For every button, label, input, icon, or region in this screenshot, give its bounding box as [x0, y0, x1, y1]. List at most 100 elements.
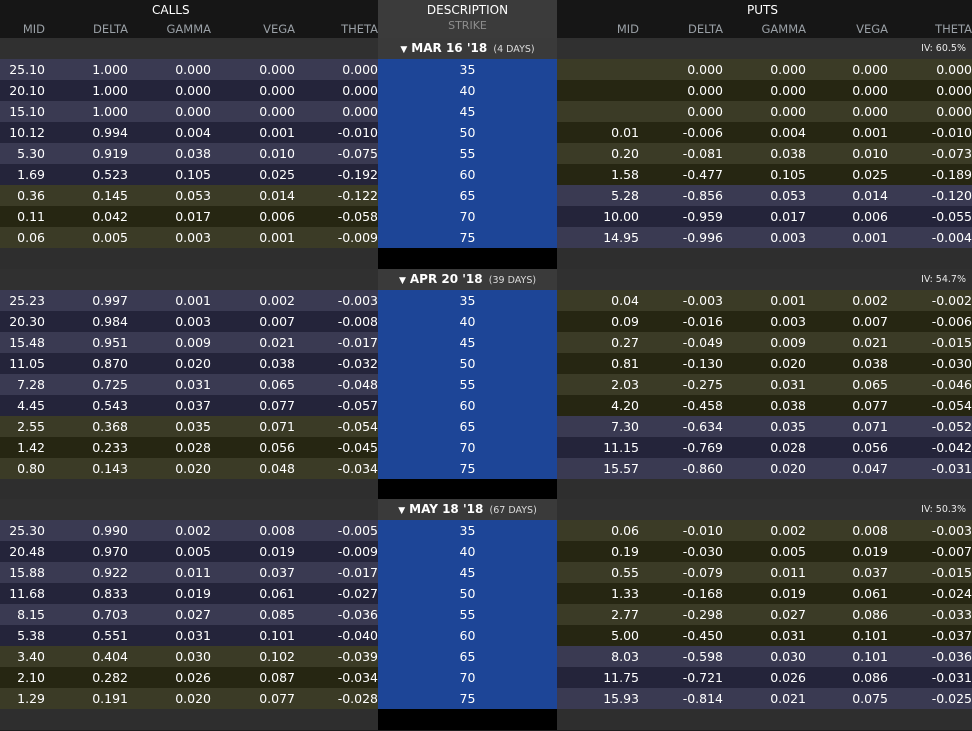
- call-mid[interactable]: 1.69: [17, 167, 45, 182]
- strike-header[interactable]: STRIKE: [448, 19, 487, 32]
- call-delta[interactable]: 0.005: [92, 230, 128, 245]
- call-theta[interactable]: -0.075: [337, 146, 378, 161]
- call-vega[interactable]: 0.085: [259, 607, 295, 622]
- strike-price[interactable]: 50: [378, 583, 557, 604]
- put-side[interactable]: [557, 688, 972, 709]
- put-theta[interactable]: -0.006: [931, 314, 972, 329]
- put-gamma[interactable]: 0.031: [770, 377, 806, 392]
- put-theta[interactable]: -0.189: [931, 167, 972, 182]
- put-gamma[interactable]: 0.030: [770, 649, 806, 664]
- call-gamma[interactable]: 0.009: [175, 335, 211, 350]
- call-gamma[interactable]: 0.000: [175, 83, 211, 98]
- call-theta[interactable]: -0.017: [337, 565, 378, 580]
- put-delta[interactable]: -0.079: [682, 565, 723, 580]
- call-delta[interactable]: 0.703: [92, 607, 128, 622]
- call-side[interactable]: [0, 59, 378, 80]
- call-mid[interactable]: 15.88: [9, 565, 45, 580]
- put-vega[interactable]: 0.075: [852, 691, 888, 706]
- put-gamma[interactable]: 0.020: [770, 461, 806, 476]
- call-vega[interactable]: 0.071: [259, 419, 295, 434]
- option-row[interactable]: 3.40 0.404 0.030 0.102 -0.039 65 8.03 -0.598 0.0…: [0, 646, 972, 667]
- put-side[interactable]: [557, 458, 972, 479]
- call-gamma[interactable]: 0.020: [175, 691, 211, 706]
- strike-price[interactable]: 35: [378, 520, 557, 541]
- strike-price[interactable]: 75: [378, 458, 557, 479]
- call-vega[interactable]: 0.077: [259, 691, 295, 706]
- call-gamma[interactable]: 0.028: [175, 440, 211, 455]
- call-gamma[interactable]: 0.004: [175, 125, 211, 140]
- put-theta[interactable]: -0.024: [931, 586, 972, 601]
- call-theta[interactable]: -0.057: [337, 398, 378, 413]
- put-gamma[interactable]: 0.001: [770, 293, 806, 308]
- put-mid[interactable]: 0.19: [611, 544, 639, 559]
- call-vega[interactable]: 0.000: [259, 83, 295, 98]
- put-vega[interactable]: 0.000: [852, 104, 888, 119]
- call-gamma[interactable]: 0.037: [175, 398, 211, 413]
- expiration-header[interactable]: ▼ APR 20 '18 (39 DAYS): [378, 269, 557, 290]
- put-gamma[interactable]: 0.003: [770, 230, 806, 245]
- put-delta[interactable]: -0.856: [682, 188, 723, 203]
- option-row[interactable]: 25.10 1.000 0.000 0.000 0.000 35 0.000 0.000 0.0…: [0, 59, 972, 80]
- calls-col-mid[interactable]: MID: [22, 22, 45, 36]
- call-mid[interactable]: 2.10: [17, 670, 45, 685]
- put-vega[interactable]: 0.019: [852, 544, 888, 559]
- call-mid[interactable]: 4.45: [17, 398, 45, 413]
- put-delta[interactable]: -0.769: [682, 440, 723, 455]
- put-side[interactable]: [557, 667, 972, 688]
- call-vega[interactable]: 0.056: [259, 440, 295, 455]
- strike-price[interactable]: 35: [378, 59, 557, 80]
- strike-price[interactable]: 35: [378, 290, 557, 311]
- collapse-triangle-icon[interactable]: ▼: [398, 506, 406, 516]
- option-row[interactable]: 0.36 0.145 0.053 0.014 -0.122 65 5.28 -0.856 0.0…: [0, 185, 972, 206]
- put-delta[interactable]: 0.000: [687, 83, 723, 98]
- put-side[interactable]: [557, 122, 972, 143]
- put-delta[interactable]: -0.634: [682, 419, 723, 434]
- call-vega[interactable]: 0.006: [259, 209, 295, 224]
- call-gamma[interactable]: 0.019: [175, 586, 211, 601]
- put-mid[interactable]: 7.30: [611, 419, 639, 434]
- option-row[interactable]: 10.12 0.994 0.004 0.001 -0.010 50 0.01 -0.006 0.…: [0, 122, 972, 143]
- call-side[interactable]: [0, 395, 378, 416]
- put-mid[interactable]: 5.00: [611, 628, 639, 643]
- put-side[interactable]: [557, 583, 972, 604]
- put-side[interactable]: [557, 143, 972, 164]
- call-mid[interactable]: 25.30: [9, 523, 45, 538]
- strike-price[interactable]: 75: [378, 227, 557, 248]
- call-side[interactable]: [0, 604, 378, 625]
- call-vega[interactable]: 0.019: [259, 544, 295, 559]
- put-mid[interactable]: 0.20: [611, 146, 639, 161]
- call-side[interactable]: [0, 185, 378, 206]
- call-side[interactable]: [0, 227, 378, 248]
- put-delta[interactable]: -0.959: [682, 209, 723, 224]
- put-delta[interactable]: -0.016: [682, 314, 723, 329]
- call-side[interactable]: [0, 80, 378, 101]
- put-side[interactable]: [557, 625, 972, 646]
- call-vega[interactable]: 0.021: [259, 335, 295, 350]
- puts-col-delta[interactable]: DELTA: [688, 22, 723, 36]
- call-vega[interactable]: 0.007: [259, 314, 295, 329]
- put-delta[interactable]: -0.450: [682, 628, 723, 643]
- strike-price[interactable]: 60: [378, 625, 557, 646]
- call-delta[interactable]: 1.000: [92, 83, 128, 98]
- put-gamma[interactable]: 0.021: [770, 691, 806, 706]
- option-row[interactable]: 0.80 0.143 0.020 0.048 -0.034 75 15.57 -0.860 0.…: [0, 458, 972, 479]
- put-delta[interactable]: -0.168: [682, 586, 723, 601]
- strike-price[interactable]: 60: [378, 164, 557, 185]
- put-gamma[interactable]: 0.002: [770, 523, 806, 538]
- option-row[interactable]: 4.45 0.543 0.037 0.077 -0.057 60 4.20 -0.458 0.0…: [0, 395, 972, 416]
- put-vega[interactable]: 0.001: [852, 125, 888, 140]
- call-vega[interactable]: 0.014: [259, 188, 295, 203]
- call-mid[interactable]: 20.48: [9, 544, 45, 559]
- expiration-header[interactable]: ▼ MAY 18 '18 (67 DAYS): [378, 499, 557, 520]
- call-theta[interactable]: -0.009: [337, 230, 378, 245]
- call-vega[interactable]: 0.087: [259, 670, 295, 685]
- put-mid[interactable]: 5.28: [611, 188, 639, 203]
- put-gamma[interactable]: 0.019: [770, 586, 806, 601]
- put-theta[interactable]: -0.033: [931, 607, 972, 622]
- put-delta[interactable]: -0.598: [682, 649, 723, 664]
- option-row[interactable]: 1.29 0.191 0.020 0.077 -0.028 75 15.93 -0.814 0.…: [0, 688, 972, 709]
- collapse-triangle-icon[interactable]: ▼: [398, 276, 406, 286]
- call-theta[interactable]: -0.008: [337, 314, 378, 329]
- call-vega[interactable]: 0.025: [259, 167, 295, 182]
- put-mid[interactable]: 1.58: [611, 167, 639, 182]
